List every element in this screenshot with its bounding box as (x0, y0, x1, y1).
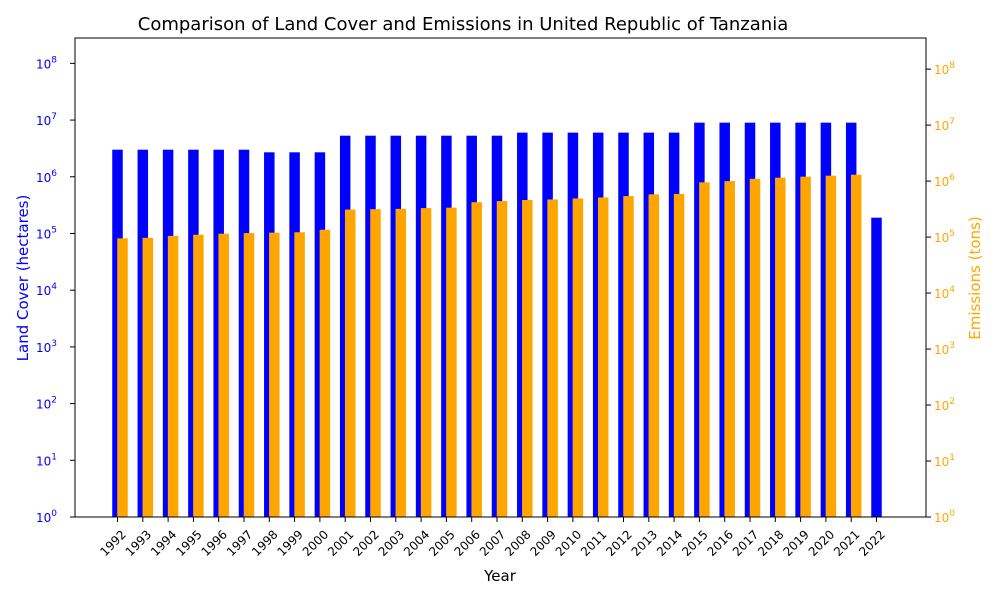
x-axis-label: Year (483, 567, 517, 585)
x-tick-label: 1997 (224, 527, 255, 558)
left-y-tick-label: 100 (36, 509, 57, 525)
right-y-tick-label: 108 (934, 61, 955, 77)
right-y-tick-label: 107 (934, 117, 955, 133)
emissions-bar (572, 198, 584, 517)
emissions-bar (850, 174, 862, 518)
x-tick-label: 1998 (249, 527, 280, 558)
emissions-bar (775, 177, 786, 517)
x-tick-label: 2017 (730, 527, 761, 558)
emissions-bar (446, 207, 457, 517)
emissions-bar (344, 209, 356, 517)
x-tick-label: 2001 (325, 527, 356, 558)
emissions-bar (294, 232, 305, 517)
x-tick-label: 2014 (654, 527, 685, 558)
emissions-bar (319, 229, 331, 518)
emissions-bar (749, 178, 761, 518)
x-tick-label: 2019 (780, 527, 811, 558)
x-tick-label: 2012 (603, 527, 634, 558)
plot-frame (74, 37, 927, 518)
emissions-bar (623, 196, 634, 517)
left-y-tick-label: 101 (36, 452, 57, 468)
emissions-bar (597, 197, 609, 518)
x-tick-label: 2013 (629, 527, 660, 558)
left-y-tick-label: 108 (36, 55, 57, 71)
x-tick-label: 2011 (578, 527, 609, 558)
x-tick-label: 1996 (199, 527, 230, 558)
emissions-bar (471, 202, 482, 517)
emissions-bar (724, 181, 735, 518)
emissions-bar (673, 193, 685, 517)
emissions-bar (193, 234, 204, 517)
left-y-tick-label: 104 (36, 282, 57, 298)
land-cover-bar (871, 217, 882, 518)
x-tick-label: 2010 (553, 527, 584, 558)
right-y-tick-label: 100 (934, 509, 955, 525)
x-tick-label: 2000 (300, 527, 331, 558)
x-tick-label: 2009 (527, 527, 558, 558)
emissions-bar (648, 194, 660, 517)
x-tick-label: 2018 (755, 527, 786, 558)
bars-layer (112, 122, 882, 518)
x-tick-label: 2004 (401, 527, 432, 558)
x-tick-label: 2020 (806, 527, 837, 558)
x-axis: 1992199319941995199619971998199920002001… (97, 517, 888, 559)
right-axis: 100 101 102 103 104 105 106 107 108 (926, 61, 955, 525)
emissions-bar (699, 182, 710, 517)
left-y-tick-label: 106 (36, 169, 57, 185)
right-y-tick-label: 106 (934, 173, 955, 189)
emissions-bar (218, 233, 229, 517)
emissions-bar (496, 201, 508, 517)
left-axis: 100 101 102 103 104 105 106 107 108 (36, 55, 75, 525)
emissions-bar (243, 233, 255, 517)
x-tick-label: 2016 (705, 527, 736, 558)
emissions-bar (547, 199, 558, 517)
x-tick-label: 2022 (856, 527, 887, 558)
emissions-bar (522, 199, 533, 518)
emissions-bar (142, 237, 154, 517)
x-tick-label: 2008 (502, 527, 533, 558)
left-y-tick-label: 103 (36, 339, 57, 355)
x-tick-label: 2007 (477, 527, 508, 558)
emissions-bar (800, 176, 811, 518)
x-tick-label: 1995 (173, 527, 204, 558)
emissions-bar (167, 235, 179, 517)
left-y-tick-label: 105 (36, 225, 57, 241)
x-tick-label: 1999 (274, 527, 305, 558)
right-y-tick-label: 101 (934, 453, 955, 469)
emissions-bar (117, 238, 128, 517)
chart-title: Comparison of Land Cover and Emissions i… (138, 14, 788, 35)
right-axis-label: Emissions (tons) (966, 216, 984, 339)
left-y-tick-label: 107 (36, 112, 57, 128)
right-y-tick-label: 104 (934, 285, 955, 301)
x-tick-label: 2015 (679, 527, 710, 558)
emissions-bar (395, 208, 407, 517)
x-tick-label: 2002 (350, 527, 381, 558)
left-y-tick-label: 102 (36, 396, 57, 412)
right-y-tick-label: 102 (934, 397, 955, 413)
right-y-tick-label: 103 (934, 341, 955, 357)
x-tick-label: 1992 (97, 527, 128, 558)
x-tick-label: 2005 (426, 527, 457, 558)
left-axis-label: Land Cover (hectares) (14, 195, 32, 362)
right-y-tick-label: 105 (934, 229, 955, 245)
x-tick-label: 1994 (148, 527, 179, 558)
x-tick-label: 2021 (831, 527, 862, 558)
emissions-bar (420, 208, 432, 517)
x-tick-label: 1993 (123, 527, 154, 558)
emissions-bar (370, 209, 381, 517)
emissions-bar (269, 232, 280, 517)
x-tick-label: 2003 (376, 527, 407, 558)
emissions-bar (825, 175, 837, 517)
x-tick-label: 2006 (452, 527, 483, 558)
